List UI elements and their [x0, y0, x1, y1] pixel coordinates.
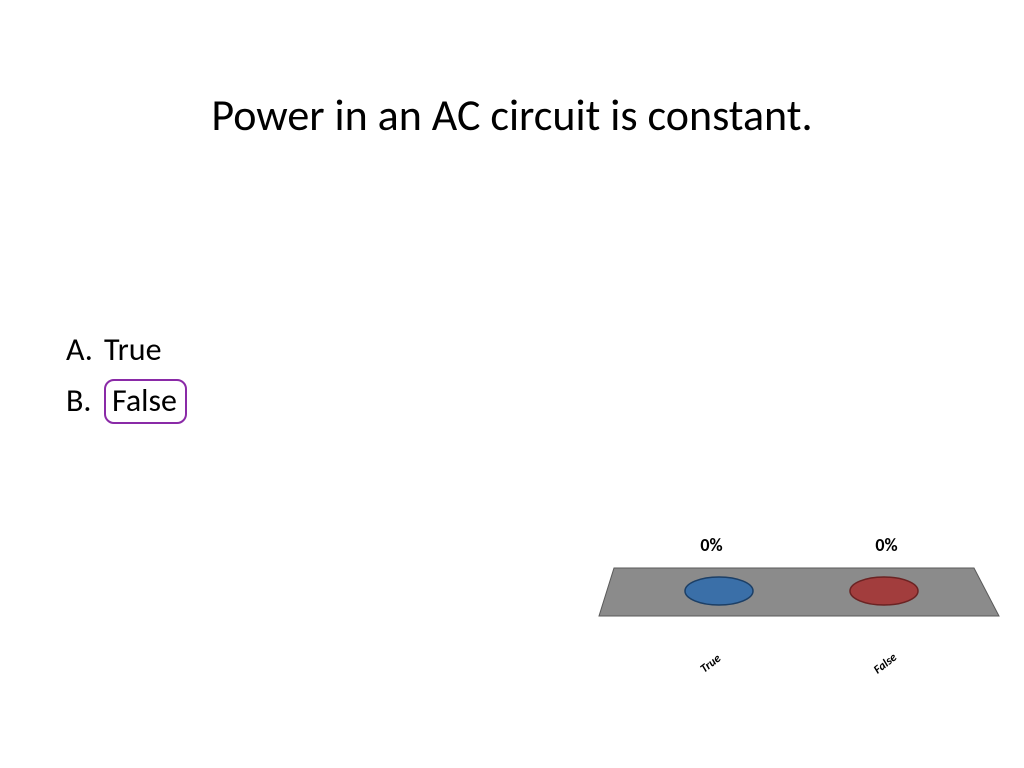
percent-true: 0%	[700, 534, 722, 556]
answer-options: A. True B. False	[66, 330, 187, 434]
percent-false: 0%	[875, 534, 897, 556]
option-a-letter: A.	[66, 330, 104, 369]
response-chart: 0% 0% True False	[594, 534, 1004, 704]
label-true: True	[698, 652, 724, 677]
question-title: Power in an AC circuit is constant.	[0, 88, 1024, 142]
option-a[interactable]: A. True	[66, 330, 187, 369]
option-b-letter: B.	[66, 381, 104, 420]
option-a-text: True	[104, 330, 162, 369]
slide: Power in an AC circuit is constant. A. T…	[0, 0, 1024, 768]
option-b[interactable]: B. False	[66, 379, 187, 424]
option-b-text: False	[104, 379, 187, 424]
label-false: False	[871, 651, 900, 678]
percent-row: 0% 0%	[594, 534, 1004, 556]
chart-platform	[594, 560, 1004, 646]
labels-row: True False	[594, 657, 1004, 671]
